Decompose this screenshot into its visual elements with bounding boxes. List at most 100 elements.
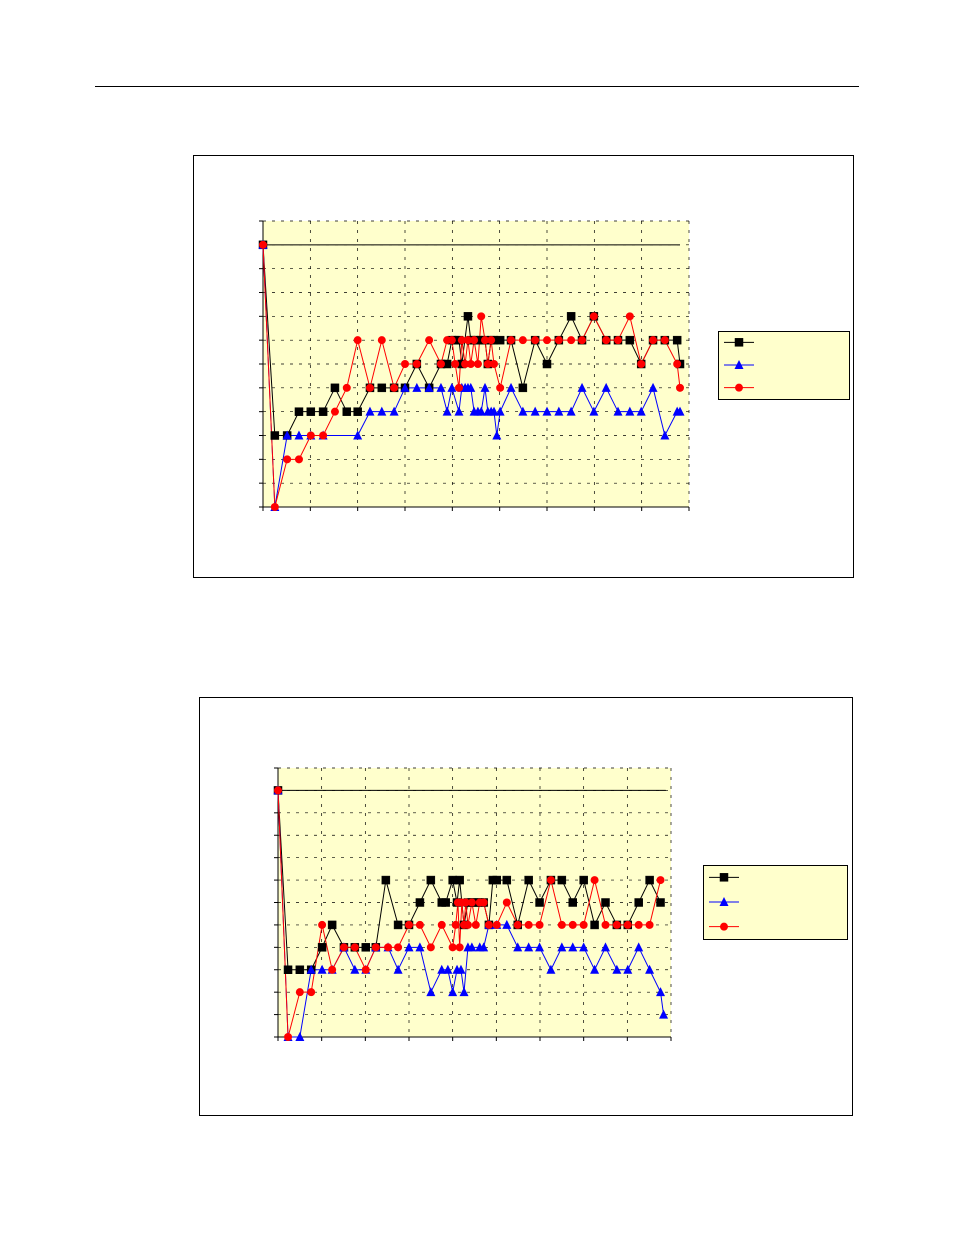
data-point (463, 336, 472, 345)
data-point (531, 336, 540, 345)
data-point (361, 943, 371, 952)
data-point (507, 336, 516, 345)
data-point (394, 943, 403, 952)
data-point (455, 943, 464, 952)
data-point (401, 360, 409, 368)
legend-marker (720, 922, 728, 931)
data-point (673, 360, 682, 368)
data-point (467, 898, 476, 907)
data-point (546, 964, 556, 974)
data-point (612, 964, 622, 974)
data-point (282, 430, 292, 440)
data-point (660, 336, 669, 345)
data-point (353, 336, 362, 345)
data-point (350, 943, 359, 952)
data-point (283, 965, 293, 974)
data-point (483, 360, 492, 368)
data-point (466, 382, 476, 392)
legend-marker (735, 383, 743, 392)
data-point (451, 360, 460, 368)
data-point (412, 360, 421, 368)
data-point (495, 335, 505, 345)
data-point (479, 942, 489, 952)
data-point (634, 942, 644, 952)
data-point (602, 336, 611, 345)
data-point (377, 336, 386, 345)
data-point (384, 943, 393, 952)
data-point (426, 987, 436, 997)
data-point (636, 406, 646, 416)
data-point (557, 942, 567, 952)
data-point (613, 406, 623, 416)
data-point (339, 943, 348, 952)
data-point (283, 455, 292, 464)
data-point (634, 920, 643, 929)
data-point (463, 312, 473, 321)
data-point (645, 875, 654, 885)
data-point (577, 382, 587, 392)
data-point (535, 920, 544, 929)
data-point (676, 383, 685, 392)
data-point (447, 382, 457, 392)
data-point (284, 1033, 293, 1041)
data-point (589, 312, 598, 321)
data-point (441, 898, 450, 907)
data-point (425, 336, 434, 345)
data-point (270, 503, 279, 511)
data-point (390, 383, 399, 392)
data-point (579, 920, 588, 929)
data-point (645, 964, 655, 974)
data-point (530, 406, 540, 416)
data-point (393, 920, 403, 930)
data-point (489, 406, 499, 416)
data-point (542, 406, 552, 416)
data-point (365, 383, 374, 392)
data-point (365, 406, 375, 416)
data-point (412, 382, 422, 392)
data-point (656, 987, 666, 997)
data-point (270, 431, 280, 440)
data-point (294, 430, 304, 440)
data-point (294, 455, 303, 464)
data-point (524, 875, 533, 885)
data-point (554, 406, 564, 416)
data-point (470, 336, 479, 345)
data-point (524, 920, 533, 929)
data-point (317, 964, 327, 974)
data-point (404, 942, 414, 952)
data-point (513, 920, 522, 929)
data-point (524, 942, 534, 952)
data-point (377, 383, 387, 393)
data-point (342, 383, 351, 392)
data-point (437, 964, 447, 974)
data-point (415, 898, 425, 907)
data-point (659, 1009, 669, 1019)
data-point (295, 1032, 305, 1041)
data-point (634, 898, 643, 907)
data-point (590, 920, 599, 930)
data-point (542, 359, 552, 369)
data-point (614, 336, 622, 345)
data-point (318, 920, 327, 929)
data-point (660, 430, 670, 440)
data-point (330, 383, 340, 393)
data-point (496, 383, 505, 392)
data-point (437, 920, 446, 929)
data-point (672, 335, 682, 345)
data-point (456, 964, 466, 974)
data-point (546, 876, 555, 885)
data-point (436, 360, 445, 368)
data-point (473, 360, 482, 368)
data-point (675, 406, 685, 416)
data-point (568, 920, 577, 929)
data-point (479, 898, 488, 907)
data-point (426, 875, 436, 885)
data-point (601, 920, 610, 929)
legend-marker (734, 338, 744, 347)
data-point (557, 920, 566, 929)
data-point (353, 430, 363, 440)
data-point (317, 943, 327, 952)
data-point (601, 898, 610, 907)
data-point (566, 312, 576, 321)
